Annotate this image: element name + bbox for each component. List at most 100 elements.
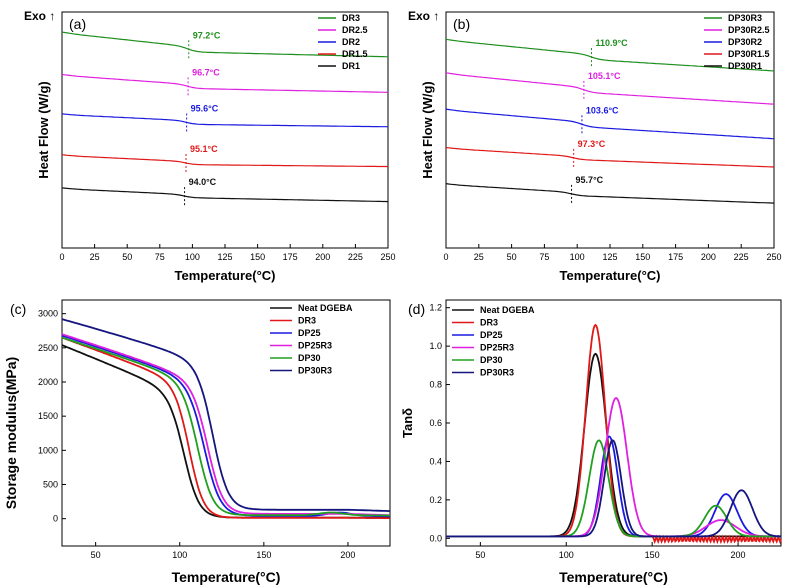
modulus-curve: [61, 336, 390, 517]
dsc-curve: [445, 146, 775, 168]
x-tick-label: 150: [645, 550, 660, 560]
legend-label: DP30R1: [728, 61, 762, 71]
x-tick-label: 225: [348, 252, 363, 262]
dsc-curve: [61, 73, 388, 93]
legend-label: DP25: [480, 330, 503, 340]
panel-label: (a): [69, 16, 86, 32]
legend-label: DR2.5: [342, 25, 368, 35]
dsc-curve: [61, 154, 389, 168]
y-tick-label: 1500: [38, 411, 58, 421]
y-tick-label: 0.2: [429, 495, 442, 505]
legend-label: DP25R3: [298, 341, 332, 351]
x-tick-label: 50: [122, 252, 132, 262]
x-tick-label: 50: [91, 550, 101, 560]
x-tick-label: 25: [474, 252, 484, 262]
legend-label: DP30R2.5: [728, 25, 770, 35]
y-tick-label: 2000: [38, 377, 58, 387]
y-axis-title: Heat Flow (W/g): [420, 81, 435, 179]
x-tick-label: 200: [731, 550, 746, 560]
exo-label: Exo ↑: [24, 9, 55, 23]
legend-label: DP30R3: [298, 366, 332, 376]
legend-label: DP30R2: [728, 37, 762, 47]
legend-label: DP30R1.5: [728, 49, 770, 59]
legend-label: DR1: [342, 61, 360, 71]
x-tick-label: 100: [185, 252, 200, 262]
panel-label: (d): [408, 301, 425, 317]
dsc-curve: [61, 187, 389, 203]
tg-label: 96.7°C: [192, 67, 220, 77]
legend-label: DP30R3: [480, 368, 514, 378]
legend-label: DR3: [480, 318, 498, 328]
y-tick-label: 2500: [38, 343, 58, 353]
tan-delta-curve: [446, 397, 781, 538]
legend-label: DP25R3: [480, 343, 514, 353]
dsc-curve: [445, 72, 775, 105]
x-tick-label: 175: [668, 252, 683, 262]
legend-label: DP30: [298, 353, 321, 363]
dsc-curve: [61, 113, 389, 128]
y-tick-label: 0.4: [429, 456, 442, 466]
dsc-curve: [445, 183, 775, 204]
exo-label: Exo ↑: [408, 9, 439, 23]
legend-label: Neat DGEBA: [480, 305, 535, 315]
y-tick-label: 0.8: [429, 380, 442, 390]
y-tick-label: 1.2: [429, 303, 442, 313]
x-tick-label: 0: [59, 252, 64, 262]
legend-label: DR3: [298, 316, 316, 326]
x-axis-title: Temperature(°C): [172, 569, 281, 585]
x-tick-label: 100: [570, 252, 585, 262]
modulus-curve: [61, 333, 391, 517]
y-tick-label: 500: [43, 480, 58, 490]
x-tick-label: 250: [380, 252, 395, 262]
y-axis-title: Storage modulus(MPa): [3, 357, 19, 509]
plot-frame-a: [61, 11, 389, 249]
x-tick-label: 150: [635, 252, 650, 262]
y-tick-label: 0.0: [429, 533, 442, 543]
y-tick-label: 1.0: [429, 341, 442, 351]
plot-frame-c: [61, 299, 391, 547]
modulus-curve: [61, 344, 390, 519]
panel-label: (b): [453, 16, 470, 32]
legend-label: DR2: [342, 37, 360, 47]
tg-label: 95.6°C: [191, 103, 219, 113]
modulus-curve: [61, 318, 391, 512]
legend-label: Neat DGEBA: [298, 303, 353, 313]
x-tick-label: 225: [734, 252, 749, 262]
y-tick-label: 1000: [38, 445, 58, 455]
x-tick-label: 75: [155, 252, 165, 262]
x-tick-label: 150: [250, 252, 265, 262]
tg-label: 97.2°C: [193, 30, 221, 40]
x-tick-label: 200: [340, 550, 355, 560]
x-tick-label: 250: [766, 252, 781, 262]
dsc-curve: [445, 38, 775, 72]
x-tick-label: 50: [475, 550, 485, 560]
x-axis-title: Temperature(°C): [174, 268, 275, 283]
x-tick-label: 100: [172, 550, 187, 560]
tg-label: 97.3°C: [578, 139, 606, 149]
x-tick-label: 125: [217, 252, 232, 262]
legend-label: DP25: [298, 328, 321, 338]
legend-label: DR3: [342, 13, 360, 23]
dsc-curve: [61, 31, 389, 58]
tg-label: 110.9°C: [596, 38, 629, 48]
x-tick-label: 175: [283, 252, 298, 262]
legend-label: DR1.5: [342, 49, 368, 59]
y-tick-label: 3000: [38, 309, 58, 319]
y-axis-title: Tanδ: [400, 408, 415, 438]
y-tick-label: 0: [53, 514, 58, 524]
x-tick-label: 25: [90, 252, 100, 262]
y-axis-title: Heat Flow (W/g): [36, 81, 51, 179]
tg-label: 95.7°C: [576, 175, 604, 185]
legend-label: DP30: [480, 355, 503, 365]
tg-label: 103.6°C: [586, 105, 619, 115]
tg-label: 95.1°C: [190, 144, 218, 154]
x-axis-title: Temperature(°C): [559, 569, 668, 585]
dsc-curve: [445, 108, 775, 140]
x-tick-label: 75: [539, 252, 549, 262]
modulus-curve: [61, 336, 390, 519]
x-tick-label: 125: [602, 252, 617, 262]
tg-label: 94.0°C: [189, 177, 217, 187]
x-tick-label: 200: [701, 252, 716, 262]
x-tick-label: 0: [443, 252, 448, 262]
